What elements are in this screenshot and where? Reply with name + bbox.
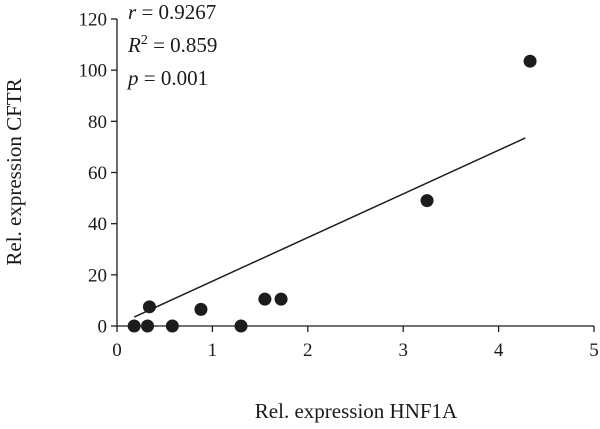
- x-tick-label: 2: [303, 340, 313, 361]
- data-point: [420, 194, 434, 208]
- p-annotation: p = 0.001: [126, 66, 208, 90]
- p-symbol: p: [126, 66, 139, 90]
- regression-line: [133, 137, 526, 318]
- data-point: [258, 292, 272, 306]
- x-tick-label: 5: [589, 340, 599, 361]
- data-point: [194, 302, 208, 316]
- y-axis-title: Rel. expression CFTR: [2, 78, 26, 265]
- r-annotation: r = 0.9267: [128, 0, 216, 24]
- x-axis-title: Rel. expression HNF1A: [255, 399, 458, 423]
- y-tick-label: 100: [79, 61, 108, 82]
- y-tick-label: 20: [88, 265, 107, 286]
- p-value: = 0.001: [139, 66, 209, 90]
- data-point: [523, 54, 537, 68]
- r-symbol: r: [128, 0, 137, 24]
- x-tick-label: 3: [398, 340, 408, 361]
- x-tick-label: 0: [112, 340, 122, 361]
- r2-value: = 0.859: [148, 33, 218, 57]
- x-tick-label: 1: [208, 340, 218, 361]
- y-tick-label: 0: [98, 317, 108, 338]
- r2-symbol: R: [127, 33, 141, 57]
- y-tick-label: 80: [88, 112, 107, 133]
- r-value: = 0.9267: [136, 0, 216, 24]
- data-point: [274, 292, 288, 306]
- y-tick-label: 60: [88, 163, 107, 184]
- r2-annotation: R2 = 0.859: [127, 33, 217, 57]
- y-tick-label: 40: [88, 214, 107, 235]
- r2-superscript: 2: [141, 33, 148, 48]
- y-tick-label: 120: [79, 10, 108, 31]
- data-point: [142, 300, 156, 314]
- x-tick-label: 4: [494, 340, 504, 361]
